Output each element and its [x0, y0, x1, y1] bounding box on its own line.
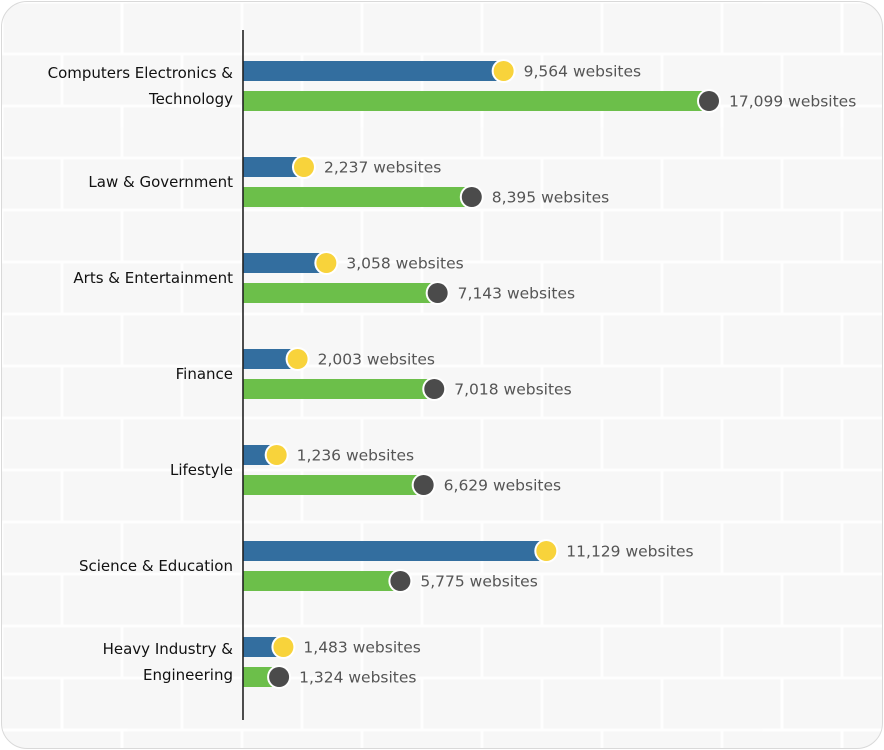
marker-yellow-dot [536, 541, 557, 561]
marker-yellow-dot [316, 253, 337, 273]
category-label: Heavy Industry & [103, 640, 234, 658]
value-label: 2,237 websites [324, 159, 441, 177]
bar-blue [243, 61, 504, 81]
bar-green [243, 379, 435, 399]
marker-dark-dot [413, 475, 434, 495]
category-label: Technology [148, 90, 233, 108]
category-label: Engineering [143, 666, 233, 684]
bar-green [243, 91, 709, 111]
value-label: 3,058 websites [346, 255, 463, 273]
marker-dark-dot [424, 379, 445, 399]
marker-yellow-dot [287, 349, 308, 369]
category-label: Science & Education [79, 557, 233, 575]
category-label: Lifestyle [170, 461, 233, 479]
value-label: 9,564 websites [524, 63, 641, 81]
value-label: 8,395 websites [492, 189, 609, 207]
value-label: 1,324 websites [299, 669, 416, 687]
marker-yellow-dot [493, 61, 514, 81]
marker-dark-dot [427, 283, 448, 303]
bar-blue [243, 157, 304, 177]
marker-dark-dot [699, 91, 719, 111]
bar-blue [243, 541, 547, 561]
marker-yellow-dot [273, 637, 294, 657]
value-label: 17,099 websites [729, 93, 856, 111]
category-label: Finance [176, 365, 233, 383]
value-label: 7,143 websites [458, 285, 575, 303]
marker-dark-dot [269, 667, 290, 687]
value-label: 7,018 websites [454, 381, 571, 399]
value-label: 2,003 websites [318, 351, 435, 369]
bar-blue [243, 253, 327, 273]
bar-green [243, 187, 472, 207]
value-label: 1,483 websites [303, 639, 420, 657]
value-label: 11,129 websites [566, 543, 693, 561]
value-label: 1,236 websites [297, 447, 414, 465]
bar-green [243, 283, 438, 303]
value-label: 6,629 websites [444, 477, 561, 495]
marker-yellow-dot [293, 157, 314, 177]
bar-blue [243, 349, 298, 369]
category-label: Law & Government [88, 173, 233, 191]
category-label: Arts & Entertainment [73, 269, 233, 287]
marker-dark-dot [390, 571, 411, 591]
bar-green [243, 571, 401, 591]
value-label: 5,775 websites [420, 573, 537, 591]
bar-green [243, 475, 424, 495]
category-label: Computers Electronics & [48, 64, 234, 82]
marker-yellow-dot [266, 445, 287, 465]
marker-dark-dot [461, 187, 482, 207]
